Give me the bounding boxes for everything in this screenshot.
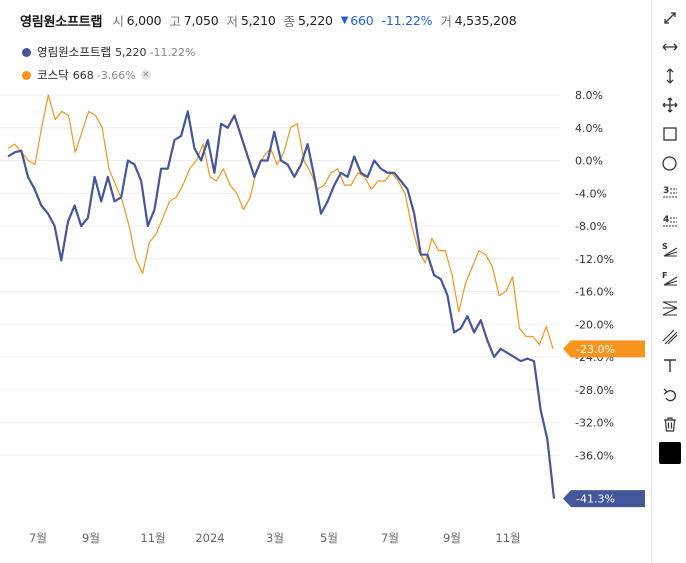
change-value: 660 (350, 12, 374, 28)
fib-fan-icon[interactable] (652, 296, 686, 320)
y-tick-label: -36.0% (575, 449, 614, 462)
legend-percent: -11.22% (149, 45, 196, 59)
volume-value: 4,535,208 (454, 12, 517, 28)
undo-icon[interactable] (652, 383, 686, 407)
rectangle-icon[interactable] (652, 122, 686, 146)
legend-name: 영림원소프트랩 (37, 45, 112, 59)
kosdaq-series-line (7, 94, 554, 349)
y-tick-label: -16.0% (575, 286, 614, 299)
color-swatch-icon[interactable] (652, 441, 686, 465)
x-tick-label: 2024 (195, 531, 224, 545)
close-icon[interactable]: ✕ (140, 70, 151, 80)
svg-text:3: 3 (663, 186, 669, 196)
y-tick-label: 8.0% (575, 89, 603, 102)
last-value-label: -41.3% (576, 493, 615, 506)
x-tick-label: 11월 (495, 531, 520, 545)
legend-dot (22, 70, 31, 80)
legend-name: 코스닥 (37, 68, 69, 82)
svg-text:4: 4 (663, 215, 669, 225)
legend-percent: -3.66% (96, 68, 136, 82)
low-label: 저 (226, 13, 239, 29)
parallel-lines-icon[interactable] (652, 325, 686, 349)
horizontal-line-icon[interactable] (652, 35, 686, 59)
stock-series-line (7, 110, 556, 499)
y-tick-label: -32.0% (575, 417, 614, 430)
x-tick-label: 5월 (320, 531, 338, 545)
y-tick-label: 4.0% (575, 122, 603, 135)
x-tick-label: 7월 (381, 531, 399, 545)
stock-name: 영림원소프트랩 (20, 14, 103, 30)
fib-3-icon[interactable]: 3 (652, 180, 686, 204)
x-tick-label: 9월 (443, 531, 461, 545)
svg-text:F: F (662, 271, 667, 280)
legend-value: 668 (72, 68, 94, 82)
legend-item-stock[interactable]: 영림원소프트랩 5,220 -11.22% (22, 44, 195, 60)
svg-text:S: S (662, 242, 668, 251)
high-label: 고 (169, 13, 181, 29)
high-value: 7,050 (183, 12, 219, 28)
open-label: 시 (112, 13, 124, 29)
y-tick-label: -8.0% (575, 220, 607, 233)
y-tick-label: 0.0% (575, 155, 603, 168)
kosdaq-last-value-tag (563, 340, 645, 358)
fan-f-icon[interactable]: F (652, 267, 686, 291)
trash-icon[interactable] (652, 412, 686, 436)
x-tick-label: 7월 (29, 531, 47, 545)
y-tick-label: -4.0% (575, 187, 607, 200)
crosshair-icon[interactable] (652, 93, 686, 117)
y-tick-label: -12.0% (575, 253, 614, 266)
legend-dot (22, 47, 31, 57)
y-tick-label: -20.0% (575, 318, 614, 331)
fan-s-icon[interactable]: S (652, 238, 686, 262)
close-value: 5,220 (297, 12, 333, 28)
change-percent: -11.22% (381, 12, 433, 28)
y-tick-label: -28.0% (575, 384, 614, 397)
legend-item-kosdaq[interactable]: 코스닥 668 -3.66% ✕ (22, 67, 151, 83)
low-value: 5,210 (240, 12, 276, 28)
circle-icon[interactable] (652, 151, 686, 175)
fib-4-icon[interactable]: 4 (652, 209, 686, 233)
comparison-chart[interactable]: 8.0% 4.0% 0.0% -4.0% -8.0% -12.0% -16.0% -20.0%… (0, 0, 651, 563)
x-tick-label: 3월 (266, 531, 284, 545)
price-header: 영림원소프트랩 시 6,000 고 7,050 저 5,210 종 5,220 … (20, 10, 524, 30)
down-triangle-icon: ▼ (340, 14, 349, 26)
x-tick-label: 9월 (82, 531, 100, 545)
legend-value: 5,220 (115, 45, 147, 59)
close-label: 종 (283, 13, 296, 29)
volume-label: 거 (440, 13, 452, 29)
x-tick-label: 11월 (140, 531, 165, 545)
text-icon[interactable] (652, 354, 686, 378)
vertical-line-icon[interactable] (652, 64, 686, 88)
drawing-toolbar: 3 4 S F (651, 0, 686, 563)
stock-last-value-tag (563, 490, 645, 508)
expand-icon[interactable] (652, 6, 686, 30)
open-value: 6,000 (126, 12, 162, 28)
last-value-label: -23.0% (576, 343, 615, 356)
